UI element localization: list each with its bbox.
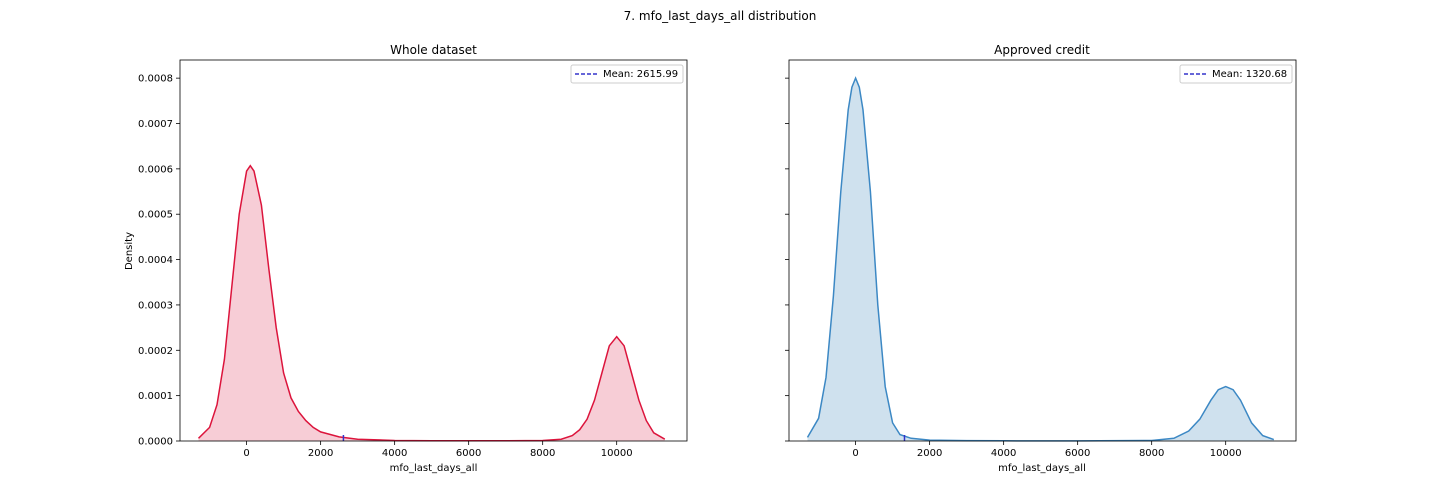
density-line-whole-dataset <box>197 164 666 442</box>
x-tick-label-whole-dataset: 2000 <box>308 448 333 459</box>
x-tick-label-approved-credit: 0 <box>852 448 858 459</box>
axes-frame-whole-dataset <box>179 59 688 442</box>
x-tick-label-approved-credit: 8000 <box>1139 448 1164 459</box>
x-tick-label-whole-dataset: 0 <box>243 448 249 459</box>
y-tick-label-whole-dataset: 0.0001 <box>138 391 173 402</box>
y-axis-label-whole-dataset: Density <box>124 232 135 270</box>
panel-approved-credit: Approved credit mfo_last_days_all 0 2000 4… <box>785 43 1297 474</box>
panel-whole-dataset: Whole dataset mfo_last_days_all Density … <box>124 43 688 474</box>
legend-label-approved-credit: Mean: 1320.68 <box>1212 69 1287 80</box>
y-tick-label-whole-dataset: 0.0004 <box>138 255 173 266</box>
y-tick-label-whole-dataset: 0.0002 <box>138 346 173 357</box>
y-tick-label-whole-dataset: 0.0008 <box>138 74 173 85</box>
x-tick-label-approved-credit: 6000 <box>1065 448 1090 459</box>
legend-box-approved-credit <box>1179 64 1293 84</box>
legend-box-whole-dataset <box>570 64 684 84</box>
legend-label-whole-dataset: Mean: 2615.99 <box>603 69 678 80</box>
figure-title: 7. mfo_last_days_all distribution <box>624 9 817 23</box>
panel-title-whole-dataset: Whole dataset <box>390 43 477 57</box>
x-tick-label-whole-dataset: 6000 <box>456 448 481 459</box>
panel-title-approved-credit: Approved credit <box>994 43 1090 57</box>
y-tick-label-whole-dataset: 0.0003 <box>138 300 173 311</box>
x-tick-label-approved-credit: 2000 <box>917 448 942 459</box>
x-tick-label-whole-dataset: 4000 <box>382 448 407 459</box>
x-tick-label-whole-dataset: 8000 <box>530 448 555 459</box>
density-line-approved-credit <box>806 76 1275 442</box>
density-area-whole-dataset <box>198 165 665 441</box>
density-area-approved-credit <box>807 78 1274 441</box>
y-tick-label-whole-dataset: 0.0006 <box>138 164 173 175</box>
axes-frame-approved-credit <box>788 59 1297 442</box>
x-axis-label-approved-credit: mfo_last_days_all <box>998 463 1086 474</box>
x-tick-label-approved-credit: 4000 <box>991 448 1016 459</box>
y-tick-label-whole-dataset: 0.0000 <box>138 437 173 448</box>
y-tick-label-whole-dataset: 0.0007 <box>138 119 173 130</box>
x-tick-label-whole-dataset: 10000 <box>601 448 633 459</box>
y-tick-label-whole-dataset: 0.0005 <box>138 210 173 221</box>
x-axis-label-whole-dataset: mfo_last_days_all <box>390 463 478 474</box>
x-tick-label-approved-credit: 10000 <box>1210 448 1242 459</box>
